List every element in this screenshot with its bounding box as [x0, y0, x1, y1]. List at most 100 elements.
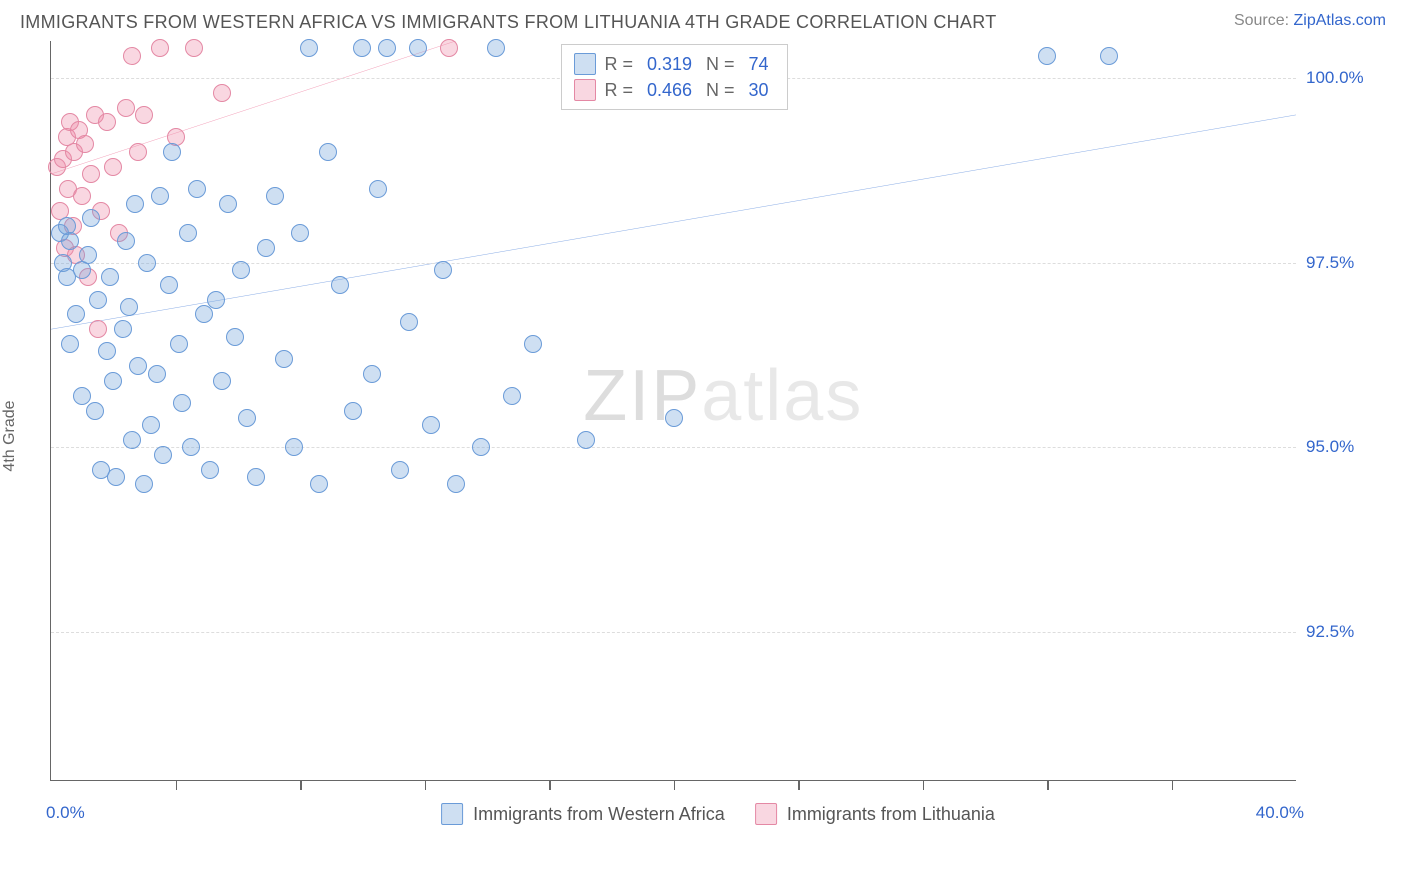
data-point-western-africa — [151, 187, 169, 205]
data-point-western-africa — [665, 409, 683, 427]
data-point-western-africa — [577, 431, 595, 449]
data-point-western-africa — [266, 187, 284, 205]
data-point-western-africa — [104, 372, 122, 390]
data-point-western-africa — [61, 335, 79, 353]
data-point-western-africa — [173, 394, 191, 412]
data-point-western-africa — [285, 438, 303, 456]
data-point-western-africa — [300, 39, 318, 57]
legend-swatch — [755, 803, 777, 825]
chart-title: IMMIGRANTS FROM WESTERN AFRICA VS IMMIGR… — [20, 12, 997, 33]
data-point-western-africa — [275, 350, 293, 368]
data-point-western-africa — [154, 446, 172, 464]
data-point-western-africa — [422, 416, 440, 434]
data-point-lithuania — [151, 39, 169, 57]
data-point-western-africa — [182, 438, 200, 456]
stats-legend-row: R =0.466N =30 — [574, 77, 774, 103]
stats-legend-row: R =0.319N =74 — [574, 51, 774, 77]
data-point-western-africa — [129, 357, 147, 375]
data-point-western-africa — [98, 342, 116, 360]
data-point-western-africa — [170, 335, 188, 353]
data-point-western-africa — [61, 232, 79, 250]
x-tick — [1047, 780, 1049, 790]
data-point-lithuania — [129, 143, 147, 161]
data-point-lithuania — [213, 84, 231, 102]
data-point-western-africa — [213, 372, 231, 390]
x-tick — [1172, 780, 1174, 790]
data-point-western-africa — [207, 291, 225, 309]
gridline — [51, 632, 1296, 633]
legend-swatch — [441, 803, 463, 825]
data-point-western-africa — [409, 39, 427, 57]
data-point-western-africa — [247, 468, 265, 486]
series-legend-item: Immigrants from Western Africa — [441, 803, 725, 825]
data-point-western-africa — [82, 209, 100, 227]
data-point-western-africa — [1038, 47, 1056, 65]
n-label: N = — [706, 80, 735, 101]
series-legend-label: Immigrants from Lithuania — [787, 804, 995, 825]
r-label: R = — [604, 80, 633, 101]
data-point-lithuania — [73, 187, 91, 205]
data-point-western-africa — [135, 475, 153, 493]
y-tick-label: 95.0% — [1306, 437, 1376, 457]
data-point-western-africa — [120, 298, 138, 316]
data-point-lithuania — [98, 113, 116, 131]
data-point-western-africa — [391, 461, 409, 479]
data-point-western-africa — [447, 475, 465, 493]
data-point-western-africa — [188, 180, 206, 198]
data-point-western-africa — [201, 461, 219, 479]
data-point-western-africa — [487, 39, 505, 57]
source-link[interactable]: ZipAtlas.com — [1294, 12, 1386, 29]
data-point-lithuania — [104, 158, 122, 176]
data-point-western-africa — [238, 409, 256, 427]
data-point-western-africa — [101, 268, 119, 286]
source-prefix: Source: — [1234, 12, 1294, 29]
series-legend: Immigrants from Western Africa Immigrants… — [441, 803, 995, 825]
data-point-western-africa — [160, 276, 178, 294]
x-tick — [300, 780, 302, 790]
data-point-western-africa — [179, 224, 197, 242]
legend-swatch — [574, 53, 596, 75]
x-tick — [798, 780, 800, 790]
y-axis-label: 4th Grade — [1, 400, 19, 471]
data-point-western-africa — [107, 468, 125, 486]
data-point-western-africa — [123, 431, 141, 449]
data-point-western-africa — [114, 320, 132, 338]
data-point-western-africa — [226, 328, 244, 346]
data-point-western-africa — [378, 39, 396, 57]
data-point-lithuania — [123, 47, 141, 65]
data-point-western-africa — [138, 254, 156, 272]
legend-swatch — [574, 79, 596, 101]
data-point-western-africa — [369, 180, 387, 198]
data-point-western-africa — [363, 365, 381, 383]
watermark: ZIPatlas — [583, 355, 863, 437]
data-point-western-africa — [219, 195, 237, 213]
chart-container: 4th Grade ZIPatlas R =0.319N =74R =0.466… — [50, 41, 1386, 831]
series-legend-label: Immigrants from Western Africa — [473, 804, 725, 825]
data-point-lithuania — [440, 39, 458, 57]
data-point-western-africa — [148, 365, 166, 383]
y-tick-label: 92.5% — [1306, 622, 1376, 642]
series-legend-item: Immigrants from Lithuania — [755, 803, 995, 825]
data-point-western-africa — [232, 261, 250, 279]
data-point-western-africa — [344, 402, 362, 420]
y-tick-label: 100.0% — [1306, 68, 1376, 88]
data-point-western-africa — [310, 475, 328, 493]
data-point-western-africa — [163, 143, 181, 161]
data-point-western-africa — [353, 39, 371, 57]
data-point-lithuania — [185, 39, 203, 57]
data-point-lithuania — [76, 135, 94, 153]
data-point-western-africa — [195, 305, 213, 323]
data-point-western-africa — [524, 335, 542, 353]
x-tick — [923, 780, 925, 790]
data-point-western-africa — [257, 239, 275, 257]
data-point-western-africa — [400, 313, 418, 331]
data-point-western-africa — [126, 195, 144, 213]
x-tick — [425, 780, 427, 790]
data-point-lithuania — [117, 99, 135, 117]
data-point-western-africa — [503, 387, 521, 405]
source-attribution: Source: ZipAtlas.com — [1234, 12, 1386, 30]
x-axis-max: 40.0% — [1256, 803, 1304, 823]
data-point-western-africa — [331, 276, 349, 294]
n-label: N = — [706, 54, 735, 75]
watermark-bold: ZIP — [583, 356, 701, 436]
